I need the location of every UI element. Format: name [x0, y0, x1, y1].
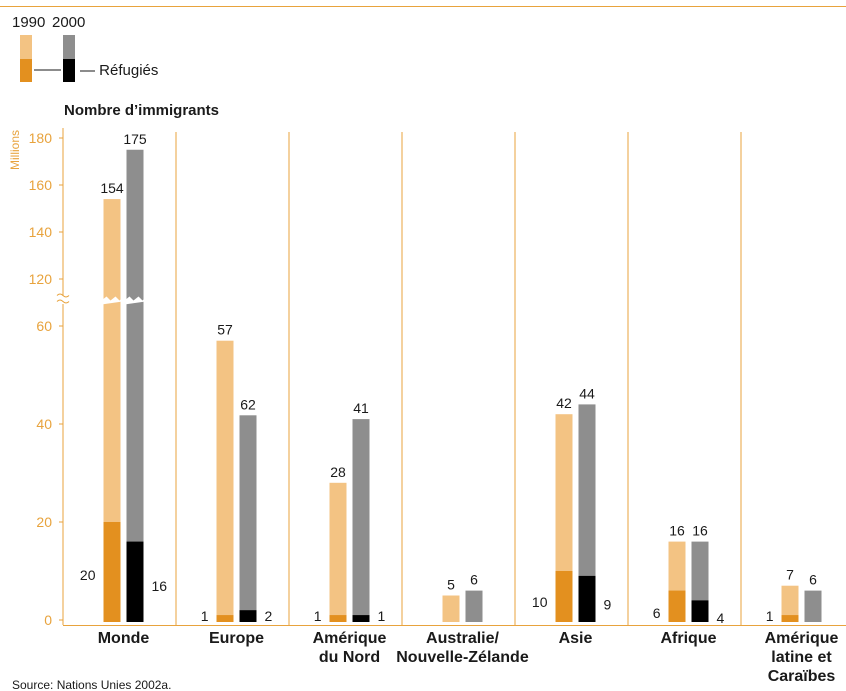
y-tick-label-140: 140 [29, 224, 53, 240]
label-refugees-1990-4: 10 [532, 594, 548, 610]
label-total-1990-3: 5 [447, 577, 455, 593]
category-label-3: Australie/Nouvelle-Zélande [396, 630, 529, 666]
label-refugees-1990-5: 6 [653, 605, 661, 621]
category-label-0: Monde [98, 630, 150, 647]
bar-refugees-1990-4 [555, 571, 573, 622]
source-note: Source: Nations Unies 2002a. [12, 678, 171, 691]
label-total-2000-3: 6 [470, 572, 478, 588]
label-refugees-1990-6: 1 [766, 608, 774, 624]
bar-refugees-2000-2 [352, 615, 370, 622]
category-label-1: Europe [209, 630, 264, 647]
category-label-line: Europe [209, 630, 264, 647]
legend-swatch-total-1990 [20, 35, 32, 59]
category-labels: Monde Europe Amérique du Nord Australie/Nouv… [98, 630, 839, 685]
bar-refugees-2000-4 [578, 575, 596, 622]
y-axis-label: Millions [8, 130, 22, 170]
y-tick-label-20: 20 [36, 514, 52, 530]
bar-total-1990-2 [329, 482, 347, 622]
bar-total-1990-1 [216, 340, 234, 622]
legend-swatch-total-2000 [63, 35, 75, 59]
label-refugees-2000-0: 16 [152, 578, 168, 594]
bar-refugees-1990-2 [329, 615, 347, 622]
label-refugees-2000-1: 2 [265, 608, 273, 624]
legend-swatch-refugees-2000 [63, 59, 75, 82]
category-label-2: Amérique du Nord [313, 630, 387, 666]
label-total-1990-6: 7 [786, 567, 794, 583]
bar-total-2000-3 [465, 590, 483, 622]
bar-refugees-2000-1 [239, 610, 257, 622]
bar-total-1990-6 [781, 585, 799, 622]
category-label-line: Caraïbes [768, 668, 836, 685]
category-label-line: Asie [559, 630, 593, 647]
bar-total-2000-4 [578, 404, 596, 622]
bars [101, 149, 822, 622]
legend: 1990 2000 — Réfugiés [12, 14, 158, 82]
label-refugees-2000-4: 9 [604, 597, 612, 613]
bar-total-1990-0 [103, 199, 121, 622]
category-label-line: latine et [771, 649, 832, 666]
category-label-line: Nouvelle-Zélande [396, 649, 529, 666]
axis-break-mark [56, 293, 70, 304]
group-dividers [63, 132, 846, 626]
bar-refugees-1990-6 [781, 615, 799, 622]
category-label-line: Amérique [765, 630, 839, 647]
legend-swatch-refugees-1990 [20, 59, 32, 82]
label-total-2000-5: 16 [692, 523, 708, 539]
label-total-1990-5: 16 [669, 523, 685, 539]
label-refugees-2000-5: 4 [717, 610, 725, 626]
bar-refugees-1990-5 [668, 590, 686, 622]
bar-refugees-2000-0 [126, 541, 144, 622]
chart-title: Nombre d’immigrants [64, 102, 219, 119]
category-label-6: Amérique latine et Caraïbes [765, 630, 839, 685]
label-refugees-1990-2: 1 [314, 608, 322, 624]
y-tick-label-40: 40 [36, 416, 52, 432]
y-tick-label-60: 60 [36, 318, 52, 334]
label-total-1990-2: 28 [330, 464, 346, 480]
category-label-line: Amérique [313, 630, 387, 647]
label-total-2000-6: 6 [809, 572, 817, 588]
label-total-2000-2: 41 [353, 400, 369, 416]
label-refugees-1990-1: 1 [201, 608, 209, 624]
category-label-line: Afrique [661, 630, 717, 647]
bar-total-2000-2 [352, 419, 370, 622]
legend-year-1990: 1990 [12, 14, 45, 31]
bar-total-2000-1 [239, 415, 257, 622]
bar-refugees-2000-5 [691, 600, 709, 622]
label-total-1990-0: 154 [100, 180, 124, 196]
label-total-2000-0: 175 [123, 131, 147, 147]
y-tick-label-160: 160 [29, 177, 53, 193]
bar-total-2000-6 [804, 590, 822, 622]
category-label-line: Monde [98, 630, 150, 647]
label-refugees-2000-2: 1 [378, 608, 386, 624]
top-rule [0, 6, 846, 7]
legend-refugees-label: — Réfugiés [80, 62, 158, 79]
bar-total-1990-3 [442, 595, 460, 622]
label-total-1990-4: 42 [556, 395, 572, 411]
label-refugees-1990-0: 20 [80, 567, 96, 583]
bar-refugees-1990-0 [103, 522, 121, 622]
bar-total-1990-4 [555, 414, 573, 622]
y-tick-label-180: 180 [29, 130, 53, 146]
bar-break-2000-1 [237, 296, 259, 305]
bar-total-2000-0 [126, 149, 144, 622]
category-label-line: Australie/ [426, 630, 499, 647]
category-label-line: du Nord [319, 649, 380, 666]
y-axis: 0 20 40 60 120 140 160 180 [29, 128, 70, 628]
label-total-2000-1: 62 [240, 396, 256, 412]
category-label-5: Afrique [661, 630, 717, 647]
bar-refugees-1990-1 [216, 615, 234, 622]
bar-break-2000-0 [124, 296, 146, 305]
legend-year-2000: 2000 [52, 14, 85, 31]
y-tick-label-120: 120 [29, 271, 53, 287]
y-tick-label-0: 0 [44, 612, 52, 628]
label-total-1990-1: 57 [217, 322, 233, 338]
bar-break-1990-0 [101, 296, 123, 305]
label-total-2000-4: 44 [579, 385, 595, 401]
category-label-4: Asie [559, 630, 593, 647]
